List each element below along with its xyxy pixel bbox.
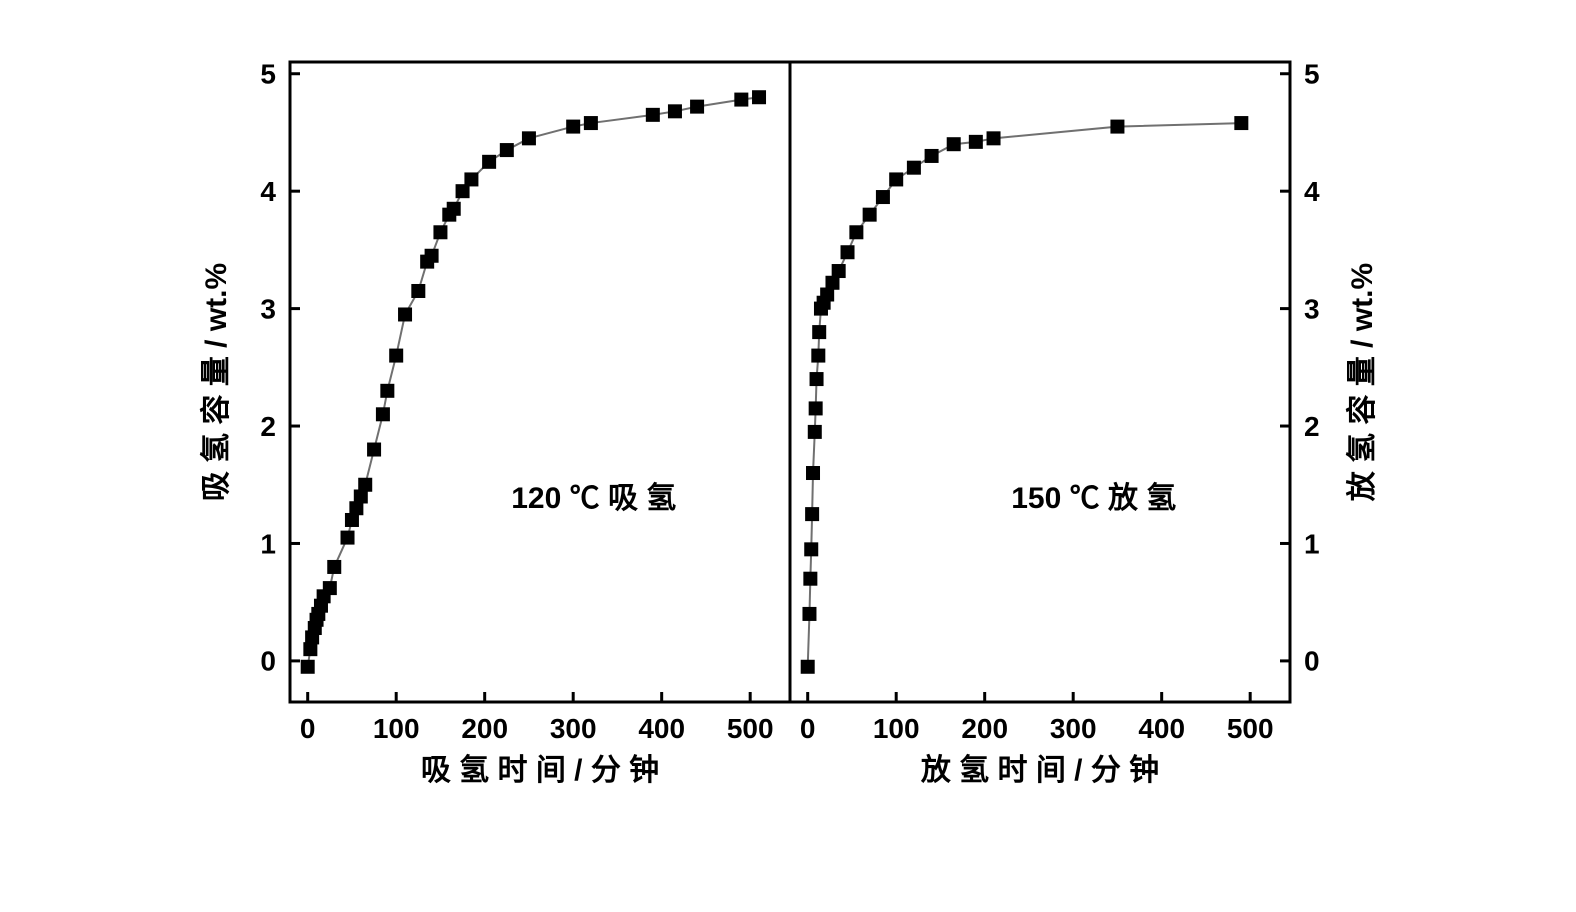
data-marker: [1110, 120, 1124, 134]
y-tick-label: 4: [1304, 176, 1320, 207]
x-tick-label: 200: [961, 713, 1008, 744]
y-tick-label: 1: [1304, 528, 1320, 559]
x-tick-label: 100: [873, 713, 920, 744]
data-marker: [812, 325, 826, 339]
x-tick-label: 0: [800, 713, 816, 744]
data-marker: [806, 466, 820, 480]
data-marker: [447, 202, 461, 216]
data-marker: [801, 660, 815, 674]
y-tick-label: 1: [260, 528, 276, 559]
data-marker: [907, 161, 921, 175]
data-marker: [690, 100, 704, 114]
chart-svg: 0100200300400500012345120 ℃ 吸 氢吸 氢 时 间 /…: [0, 0, 1576, 912]
y-tick-label: 2: [1304, 411, 1320, 442]
y-tick-label: 3: [260, 293, 276, 324]
y-axis-label: 放 氢 容 量 / wt.%: [1346, 263, 1379, 502]
y-tick-label: 0: [1304, 646, 1320, 677]
y-tick-label: 3: [1304, 293, 1320, 324]
panel-annotation: 150 ℃ 放 氢: [1011, 482, 1176, 515]
x-tick-label: 300: [1050, 713, 1097, 744]
data-marker: [522, 131, 536, 145]
data-marker: [810, 372, 824, 386]
data-marker: [376, 407, 390, 421]
x-axis-label: 放 氢 时 间 / 分 钟: [920, 754, 1159, 787]
data-marker: [464, 172, 478, 186]
data-marker: [323, 581, 337, 595]
x-axis-label: 吸 氢 时 间 / 分 钟: [421, 754, 659, 787]
data-marker: [433, 225, 447, 239]
data-marker: [947, 137, 961, 151]
x-tick-label: 500: [727, 713, 774, 744]
data-marker: [358, 478, 372, 492]
data-marker: [804, 542, 818, 556]
data-marker: [849, 225, 863, 239]
y-tick-label: 4: [260, 176, 276, 207]
data-marker: [863, 208, 877, 222]
data-marker: [803, 572, 817, 586]
data-marker: [500, 143, 514, 157]
data-marker: [411, 284, 425, 298]
y-tick-label: 0: [260, 646, 276, 677]
data-marker: [876, 190, 890, 204]
data-marker: [646, 108, 660, 122]
data-marker: [425, 249, 439, 263]
data-marker: [969, 135, 983, 149]
y-tick-label: 5: [1304, 59, 1320, 90]
data-marker: [925, 149, 939, 163]
data-marker: [389, 349, 403, 363]
x-tick-label: 0: [300, 713, 316, 744]
data-marker: [367, 443, 381, 457]
data-marker: [811, 349, 825, 363]
data-marker: [809, 401, 823, 415]
panel-annotation: 120 ℃ 吸 氢: [511, 482, 676, 515]
data-marker: [889, 172, 903, 186]
data-marker: [398, 307, 412, 321]
x-tick-label: 400: [638, 713, 685, 744]
data-marker: [752, 90, 766, 104]
y-tick-label: 5: [260, 59, 276, 90]
x-tick-label: 400: [1138, 713, 1185, 744]
data-marker: [805, 507, 819, 521]
data-marker: [832, 264, 846, 278]
data-marker: [668, 104, 682, 118]
data-marker: [327, 560, 341, 574]
x-tick-label: 100: [373, 713, 420, 744]
data-marker: [802, 607, 816, 621]
data-marker: [341, 531, 355, 545]
x-tick-label: 200: [461, 713, 508, 744]
data-marker: [1234, 116, 1248, 130]
x-tick-label: 300: [550, 713, 597, 744]
data-marker: [584, 116, 598, 130]
data-marker: [987, 131, 1001, 145]
y-axis-label: 吸 氢 容 量 / wt.%: [200, 263, 233, 501]
chart-wrapper: 0100200300400500012345120 ℃ 吸 氢吸 氢 时 间 /…: [0, 0, 1576, 912]
data-marker: [734, 93, 748, 107]
x-tick-label: 500: [1227, 713, 1274, 744]
data-marker: [301, 660, 315, 674]
y-tick-label: 2: [260, 411, 276, 442]
data-marker: [566, 120, 580, 134]
data-marker: [380, 384, 394, 398]
data-marker: [482, 155, 496, 169]
data-marker: [841, 245, 855, 259]
data-marker: [808, 425, 822, 439]
